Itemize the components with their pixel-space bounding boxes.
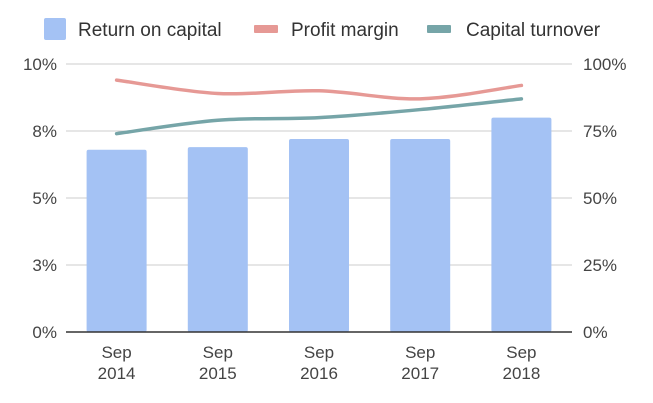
right-tick-label: 25% bbox=[583, 256, 617, 275]
x-tick-label-sep-2017: Sep 2017 bbox=[401, 343, 439, 383]
bar-sep-2014 bbox=[86, 149, 147, 332]
bar-sep-2016 bbox=[289, 139, 349, 332]
line-capital-turnover bbox=[114, 97, 524, 136]
left-tick-label: 5% bbox=[32, 189, 57, 208]
legend-swatch-capital-turnover bbox=[427, 25, 451, 33]
line-profit-margin bbox=[114, 78, 524, 101]
right-axis-ticks: 0% 25% 50% 75% 100% bbox=[583, 55, 626, 342]
x-tick-label-sep-2018: Sep 2018 bbox=[502, 343, 540, 383]
bar-sep-2017 bbox=[390, 139, 451, 332]
bar-sep-2015 bbox=[187, 147, 248, 332]
x-tick-label-sep-2014: Sep 2014 bbox=[98, 343, 136, 383]
legend-swatch-return-on-capital bbox=[44, 18, 66, 40]
legend-label-return-on-capital: Return on capital bbox=[78, 20, 222, 41]
left-axis-ticks: 0% 3% 5% 8% 10% bbox=[23, 55, 57, 342]
bar-sep-2018 bbox=[491, 117, 552, 332]
x-tick-label-sep-2016: Sep 2016 bbox=[300, 343, 338, 383]
right-tick-label: 50% bbox=[583, 189, 617, 208]
lines bbox=[114, 78, 524, 136]
left-tick-label: 0% bbox=[32, 323, 57, 342]
x-axis-labels: Sep 2014 Sep 2015 Sep 2016 Sep 2017 Sep 2018 bbox=[98, 343, 541, 383]
right-tick-label: 75% bbox=[583, 122, 617, 141]
left-tick-label: 3% bbox=[32, 256, 57, 275]
bars bbox=[86, 117, 552, 332]
right-tick-label: 0% bbox=[583, 323, 608, 342]
right-tick-label: 100% bbox=[583, 55, 626, 74]
x-tick-label-sep-2015: Sep 2015 bbox=[199, 343, 237, 383]
left-tick-label: 8% bbox=[32, 122, 57, 141]
legend-label-capital-turnover: Capital turnover bbox=[466, 20, 601, 41]
left-tick-label: 10% bbox=[23, 55, 57, 74]
legend-label-profit-margin: Profit margin bbox=[291, 20, 399, 41]
legend: Return on capital Profit margin Capital … bbox=[44, 18, 601, 41]
legend-swatch-profit-margin bbox=[254, 25, 278, 33]
